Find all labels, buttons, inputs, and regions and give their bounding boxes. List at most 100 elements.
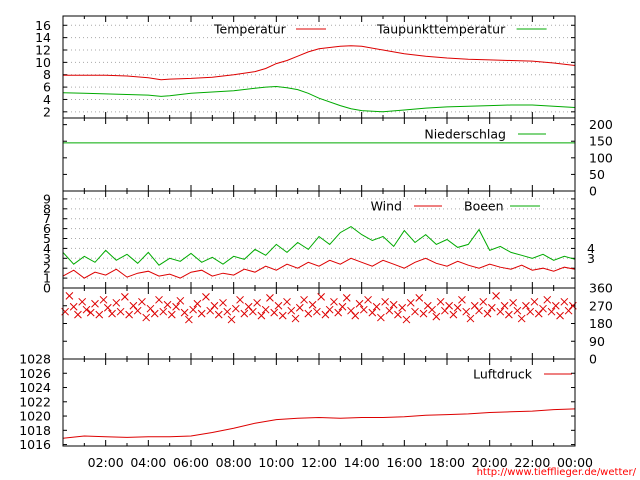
direction-point — [231, 304, 240, 313]
direction-point — [219, 298, 227, 307]
legend-label: Taupunkttemperatur — [376, 22, 506, 37]
direction-point — [325, 305, 334, 314]
direction-point — [445, 301, 453, 310]
direction-point — [436, 297, 445, 306]
direction-point — [496, 307, 505, 316]
direction-point — [530, 297, 539, 306]
legend-label: Niederschlag — [424, 127, 506, 142]
direction-point — [517, 314, 526, 323]
x-tick-label: 08:00 — [216, 455, 252, 470]
direction-point — [116, 307, 125, 316]
y2-tick-label: 4 — [587, 241, 595, 256]
direction-point — [509, 298, 517, 307]
direction-point — [513, 306, 522, 315]
direction-point — [381, 297, 389, 306]
x-tick-label: 00:00 — [557, 455, 593, 470]
direction-point — [526, 307, 535, 316]
direction-point — [291, 314, 300, 323]
direction-point — [189, 305, 197, 314]
y-tick-label: 16 — [35, 18, 51, 33]
x-tick-label: 06:00 — [173, 455, 209, 470]
direction-point — [466, 314, 475, 323]
direction-point — [78, 297, 87, 306]
panel-frame — [62, 358, 576, 447]
y-tick-label: 6 — [43, 221, 51, 236]
y-tick-label: 0 — [589, 352, 597, 367]
direction-point — [458, 295, 466, 304]
direction-point — [547, 307, 556, 316]
direction-point — [428, 305, 436, 314]
y-tick-label: 8 — [43, 67, 51, 82]
direction-point — [317, 293, 325, 301]
direction-point — [138, 297, 146, 306]
direction-point — [359, 305, 368, 314]
direction-point — [112, 298, 121, 307]
y-tick-label: 90 — [589, 334, 605, 349]
series-line-2 — [62, 226, 576, 266]
x-tick-label: 22:00 — [514, 455, 550, 470]
direction-point — [193, 299, 202, 308]
direction-point — [125, 310, 133, 319]
x-tick-label: 16:00 — [386, 455, 422, 470]
direction-point — [372, 302, 381, 311]
direction-point — [406, 298, 415, 307]
direction-point — [270, 308, 279, 317]
series-line-1 — [62, 257, 576, 279]
direction-point — [432, 312, 441, 321]
legend-label: Wind — [371, 199, 402, 214]
x-tick-label: 10:00 — [258, 455, 294, 470]
direction-point — [202, 293, 210, 301]
direction-point — [82, 305, 91, 314]
direction-point — [377, 313, 385, 322]
series-line-1 — [63, 45, 576, 81]
y-tick-label: 4 — [43, 241, 51, 256]
direction-point — [522, 301, 530, 310]
y-tick-label: 1024 — [19, 380, 51, 395]
direction-point — [505, 310, 513, 319]
direction-point — [453, 303, 462, 312]
y-tick-label: 1020 — [19, 409, 51, 424]
x-tick-label: 02:00 — [88, 455, 124, 470]
direction-point — [368, 308, 377, 317]
direction-point — [394, 310, 402, 319]
direction-point — [163, 300, 172, 309]
direction-point — [133, 306, 142, 315]
y-tick-label: 0 — [589, 184, 597, 199]
direction-point — [74, 310, 82, 319]
direction-point — [210, 301, 219, 310]
direction-point — [253, 298, 261, 307]
y-tick-label: 14 — [35, 30, 51, 45]
direction-point — [492, 292, 500, 300]
direction-point — [355, 299, 364, 308]
direction-point — [172, 302, 180, 311]
direction-point — [342, 294, 351, 302]
y-tick-label: 0 — [43, 281, 51, 296]
y-tick-label: 2 — [43, 104, 51, 119]
direction-point — [313, 307, 321, 316]
y-tick-label: 7 — [43, 211, 51, 226]
x-tick-label: 14:00 — [344, 455, 380, 470]
series-line-2 — [62, 85, 576, 113]
direction-point — [236, 295, 244, 304]
direction-point — [487, 303, 496, 312]
direction-point — [338, 302, 347, 311]
direction-point — [142, 313, 151, 322]
y-tick-label: 9 — [43, 191, 51, 206]
direction-point — [240, 309, 249, 318]
direction-point — [419, 309, 428, 318]
direction-point — [389, 300, 398, 309]
direction-point — [402, 315, 411, 324]
direction-point — [185, 315, 193, 324]
direction-point — [214, 310, 223, 319]
direction-point — [227, 315, 236, 324]
direction-point — [483, 309, 492, 318]
direction-point — [167, 310, 176, 319]
direction-point — [539, 304, 547, 313]
direction-point — [223, 307, 232, 316]
y-tick-label: 1 — [43, 271, 51, 286]
direction-point — [560, 297, 569, 306]
direction-point — [180, 308, 189, 317]
y-tick-label: 1022 — [19, 394, 51, 409]
y2-tick-label: 3 — [587, 251, 595, 266]
